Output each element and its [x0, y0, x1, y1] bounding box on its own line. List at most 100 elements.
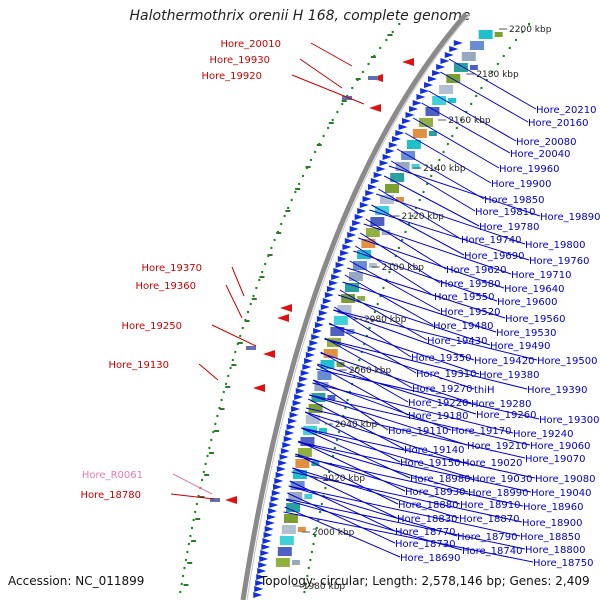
forward-gene-arrow [274, 478, 284, 484]
gc-dot-left [249, 302, 252, 306]
right-gene-label: Hore_19310 [416, 369, 477, 380]
forward-gene-arrow [271, 490, 281, 496]
right-gene-label: Hore_20160 [528, 118, 589, 129]
kbp-tick-label: 2020 kbp [323, 474, 366, 484]
gc-dot-left [227, 374, 230, 378]
feature-block [469, 65, 478, 70]
right-connector-line [284, 506, 401, 558]
forward-gene-arrow [292, 400, 302, 406]
feature-block [277, 547, 292, 556]
feature-block [275, 558, 290, 567]
gc-dot-left [255, 286, 258, 290]
right-connector-line [337, 294, 491, 346]
forward-gene-arrow [289, 412, 299, 418]
left-gene-label: Hore_19250 [122, 321, 183, 332]
forward-gene-arrow [444, 52, 454, 58]
forward-gene-arrow [257, 568, 267, 574]
feature-block [297, 527, 306, 532]
right-gene-label: Hore_19220 [408, 398, 469, 409]
gc-dot-right [455, 126, 459, 130]
right-connector-line [339, 289, 428, 341]
right-connector-line [448, 58, 537, 110]
right-gene-label: Hore_18990 [468, 488, 529, 499]
forward-gene-arrow [367, 184, 377, 190]
right-gene-label: Hore_18730 [395, 539, 456, 550]
forward-gene-arrow [449, 46, 459, 52]
left-gene-label: Hore_18780 [81, 490, 142, 501]
feature-block [412, 129, 427, 138]
feature-block [337, 305, 352, 314]
gc-dot-left [280, 222, 283, 226]
reverse-gene-arrow [369, 104, 381, 112]
right-gene-label: Hore_18690 [400, 553, 461, 564]
gc-dot-left [194, 510, 197, 514]
forward-gene-arrow [269, 502, 279, 508]
right-gene-label: Hore_19020 [462, 458, 523, 469]
gene-labels: Hore_20010 Hore_19930 Hore_19920 Hore_19370… [81, 39, 600, 569]
forward-gene-arrow [349, 226, 359, 232]
gc-dot-right [404, 230, 407, 234]
gc-dash-left [251, 298, 257, 300]
gc-dot-right [333, 446, 337, 450]
feature-block [292, 470, 307, 479]
right-connector-line [363, 223, 512, 275]
feature-block [305, 415, 320, 424]
left-gene-label: Hore_R0061 [82, 470, 143, 481]
gc-dot-left [220, 398, 223, 402]
gc-dot-left [204, 462, 207, 466]
right-gene-label: Hore_19150 [400, 458, 461, 469]
right-gene-label: Hore_19240 [513, 429, 574, 440]
right-gene-label: Hore_19490 [490, 341, 551, 352]
forward-gene-arrow [402, 118, 412, 124]
gc-dot-left [184, 558, 188, 562]
gc-dash-left [199, 496, 205, 498]
forward-gene-arrow [283, 436, 293, 442]
gc-dot-right [480, 86, 483, 90]
right-connector-line [358, 237, 505, 289]
right-connector-line [289, 480, 396, 532]
gc-dot-right [318, 510, 322, 514]
label-connector-lines [170, 42, 541, 563]
gc-dot-left [241, 326, 244, 330]
left-connector-line [170, 493, 215, 500]
gc-dot-left [179, 590, 182, 594]
feature-block [395, 162, 410, 171]
right-connector-line [304, 411, 463, 463]
right-gene-label: Hore_19260 [476, 410, 537, 421]
left-connector-line [211, 324, 257, 347]
forward-gene-arrow [256, 574, 266, 580]
left-gene-label: Hore_19360 [136, 281, 197, 292]
gc-dot-left [192, 518, 195, 522]
gc-dot-right [368, 326, 371, 330]
forward-gene-arrow [357, 208, 367, 214]
left-gene-label: Hore_20010 [221, 39, 282, 50]
backbone-highlight [246, 13, 471, 600]
gc-dot-right [313, 534, 317, 538]
forward-gene-arrow [276, 466, 286, 472]
gc-dash-left [208, 452, 214, 454]
gc-dot-left [286, 206, 290, 210]
feature-block [320, 360, 335, 369]
gc-dot-left [190, 526, 194, 530]
left-gene-label: Hore_19930 [210, 55, 271, 66]
gc-dot-right [508, 46, 511, 50]
feature-block [446, 74, 461, 83]
forward-gene-arrow [352, 220, 362, 226]
gc-dot-left [197, 494, 200, 498]
right-connector-line [308, 398, 405, 450]
forward-gene-arrow [365, 190, 375, 196]
forward-gene-arrow [314, 322, 324, 328]
right-connector-line [283, 511, 534, 563]
gc-dot-right [376, 302, 379, 306]
gc-dash-left [295, 188, 301, 190]
right-connector-line [390, 160, 476, 212]
forward-gene-arrow [344, 238, 354, 244]
feature-block [290, 481, 305, 490]
gc-dot-right [373, 310, 377, 314]
right-connector-line [315, 368, 540, 420]
forward-gene-arrow [420, 88, 430, 94]
feature-block [279, 536, 294, 545]
left-connector-line [231, 266, 245, 297]
right-connector-line [404, 132, 492, 184]
gc-dot-left [206, 454, 209, 458]
